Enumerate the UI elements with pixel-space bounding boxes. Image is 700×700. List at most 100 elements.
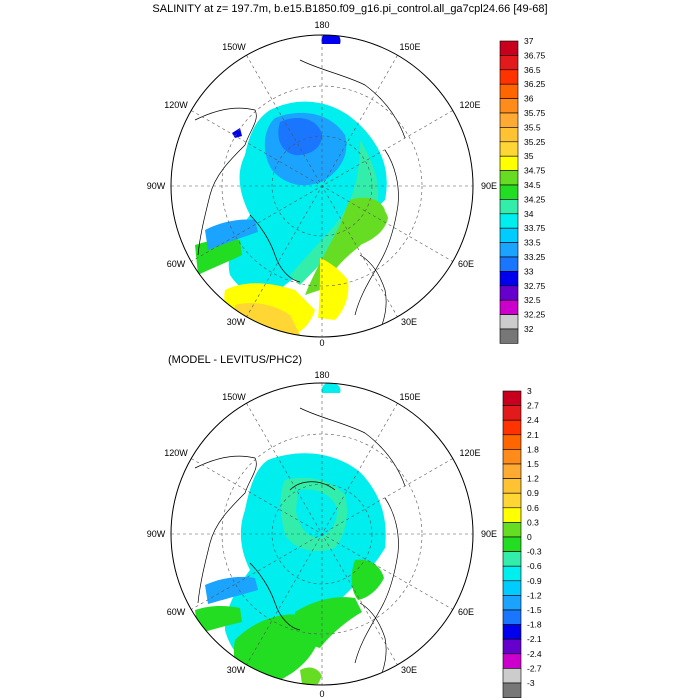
top-colorbar-tick-label: 33.25 bbox=[524, 252, 546, 262]
top-colorbar-swatch bbox=[499, 242, 519, 258]
bottom-colorbar-swatch bbox=[502, 463, 522, 479]
top-lon-180: 180 bbox=[314, 20, 329, 30]
top-colorbar-swatch bbox=[499, 213, 519, 229]
top-lon-120e: 120E bbox=[459, 100, 480, 110]
top-lon-60e: 60E bbox=[458, 259, 474, 269]
top-lon-150e: 150E bbox=[399, 42, 420, 52]
bottom-colorbar-swatch bbox=[502, 595, 522, 611]
top-coastlines bbox=[194, 59, 406, 336]
top-colorbar-swatch bbox=[499, 271, 519, 287]
bottom-colorbar-swatch bbox=[502, 638, 522, 655]
top-lon-90w: 90W bbox=[147, 181, 166, 191]
top-map-boundary bbox=[170, 34, 474, 338]
bottom-colorbar: 3 2.7 2.4 2.1 1.8 1.5 1.2 0.9 0.6 0.3 0 -0.3 -0.6 -0.… bbox=[502, 386, 542, 698]
bottom-colorbar-tick-label: -2.1 bbox=[527, 634, 542, 644]
top-colorbar-swatch bbox=[499, 141, 519, 157]
bottom-lon-180: 180 bbox=[314, 370, 329, 380]
top-colorbar-swatch bbox=[499, 155, 519, 171]
top-lon-60w: 60W bbox=[167, 259, 186, 269]
top-colorbar-tick-label: 32.25 bbox=[524, 310, 546, 320]
bottom-colorbar-swatch bbox=[502, 536, 522, 552]
bottom-colorbar-tick-label: 0.3 bbox=[527, 517, 539, 527]
top-colorbar-swatch bbox=[499, 83, 519, 99]
bottom-lon-60w: 60W bbox=[167, 607, 186, 617]
bottom-difference-map: 180 150W 150E 120W 120E 90W 90E 60W 60E … bbox=[147, 370, 542, 699]
top-lon-0: 0 bbox=[319, 338, 324, 348]
bottom-colorbar-tick-label: 2.4 bbox=[527, 415, 539, 425]
top-colorbar-swatch bbox=[499, 184, 519, 200]
bottom-colorbar-swatch bbox=[502, 682, 522, 698]
top-colorbar-tick-label: 35.25 bbox=[524, 137, 546, 147]
bottom-colorbar-tick-label: 1.8 bbox=[527, 444, 539, 454]
top-colorbar-swatch bbox=[499, 227, 519, 243]
bottom-colorbar-swatch bbox=[502, 624, 522, 640]
top-colorbar-swatch bbox=[499, 127, 519, 143]
top-colorbar-swatch bbox=[499, 69, 519, 85]
top-colorbar-tick-label: 35 bbox=[524, 151, 534, 161]
bottom-colorbar-swatch bbox=[502, 449, 522, 465]
bottom-colorbar-tick-label: 0.6 bbox=[527, 503, 539, 513]
top-colorbar-swatch bbox=[499, 299, 519, 315]
top-colorbar-tick-label: 36.25 bbox=[524, 79, 546, 89]
top-colorbar-swatch bbox=[499, 40, 519, 56]
bottom-colorbar-swatch bbox=[502, 419, 522, 436]
top-colorbar-tick-label: 32 bbox=[524, 324, 534, 334]
bottom-colorbar-tick-label: -2.7 bbox=[527, 663, 542, 673]
bottom-colorbar-swatch bbox=[502, 609, 522, 625]
bottom-lon-150e: 150E bbox=[399, 392, 420, 402]
top-longitude-labels: 180 150W 150E 120W 120E 90W 90E 60W 60E … bbox=[147, 20, 497, 348]
bottom-colorbar-swatch bbox=[502, 653, 522, 669]
top-colorbar-swatch bbox=[499, 328, 519, 344]
bottom-colorbar-tick-label: 2.7 bbox=[527, 401, 539, 411]
top-lon-150w: 150W bbox=[222, 42, 246, 52]
top-lon-30e: 30E bbox=[401, 317, 417, 327]
bottom-colorbar-tick-label: 2.1 bbox=[527, 430, 539, 440]
bottom-difference-field bbox=[195, 383, 386, 685]
top-colorbar-tick-label: 36.75 bbox=[524, 50, 546, 60]
bottom-colorbar-swatch bbox=[502, 580, 522, 596]
top-colorbar-swatch bbox=[499, 199, 519, 215]
top-lon-120w: 120W bbox=[164, 100, 188, 110]
top-panel-title: SALINITY at z= 197.7m, b.e15.B1850.f09_g… bbox=[152, 3, 548, 15]
top-colorbar-tick-label: 35.5 bbox=[524, 122, 541, 132]
bottom-panel-title: (MODEL - LEVITUS/PHC2) bbox=[168, 354, 303, 366]
top-salinity-map: 180 150W 150E 120W 120E 90W 90E 60W 60E … bbox=[147, 20, 546, 348]
top-colorbar-tick-label: 32.5 bbox=[524, 295, 541, 305]
bottom-colorbar-swatch bbox=[502, 507, 522, 523]
bottom-colorbar-tick-label: 0.9 bbox=[527, 488, 539, 498]
bottom-colorbar-tick-label: 1.2 bbox=[527, 474, 539, 484]
bottom-graticule bbox=[171, 383, 473, 685]
bottom-colorbar-tick-label: -0.6 bbox=[527, 561, 542, 571]
top-colorbar-tick-label: 34.5 bbox=[524, 180, 541, 190]
top-colorbar-tick-label: 34.75 bbox=[524, 166, 546, 176]
top-colorbar-tick-label: 34.25 bbox=[524, 194, 546, 204]
bottom-colorbar-tick-label: -1.5 bbox=[527, 605, 542, 615]
bottom-colorbar-tick-label: -0.9 bbox=[527, 576, 542, 586]
top-colorbar-swatch bbox=[499, 285, 519, 301]
bottom-colorbar-swatch bbox=[502, 668, 522, 684]
top-colorbar-tick-label: 36.5 bbox=[524, 65, 541, 75]
bottom-colorbar-swatch bbox=[502, 405, 522, 421]
top-colorbar-tick-label: 35.75 bbox=[524, 108, 546, 118]
top-colorbar-tick-label: 34 bbox=[524, 209, 534, 219]
bottom-lon-30e: 30E bbox=[401, 665, 417, 675]
top-lon-90e: 90E bbox=[481, 181, 497, 191]
bottom-colorbar-swatch bbox=[502, 522, 522, 538]
top-colorbar-swatch bbox=[499, 256, 519, 272]
top-graticule bbox=[171, 35, 473, 337]
top-colorbar-swatch bbox=[499, 98, 519, 114]
top-colorbar: 37 36.75 36.5 36.25 36 35.75 35.5 35.25 35 34.75 3… bbox=[499, 36, 546, 344]
bottom-lon-30w: 30W bbox=[227, 665, 246, 675]
bottom-lon-120w: 120W bbox=[164, 448, 188, 458]
bottom-lon-90e: 90E bbox=[481, 529, 497, 539]
bottom-colorbar-tick-label: -1.2 bbox=[527, 590, 542, 600]
top-colorbar-swatch bbox=[499, 314, 519, 330]
bottom-lon-90w: 90W bbox=[147, 529, 166, 539]
top-colorbar-tick-label: 32.75 bbox=[524, 281, 546, 291]
bottom-lon-150w: 150W bbox=[222, 392, 246, 402]
bottom-colorbar-swatch bbox=[502, 390, 522, 406]
bottom-map-boundary bbox=[170, 382, 474, 686]
top-lon-30w: 30W bbox=[227, 317, 246, 327]
bottom-colorbar-swatch bbox=[502, 565, 522, 582]
bottom-colorbar-tick-label: -1.8 bbox=[527, 620, 542, 630]
